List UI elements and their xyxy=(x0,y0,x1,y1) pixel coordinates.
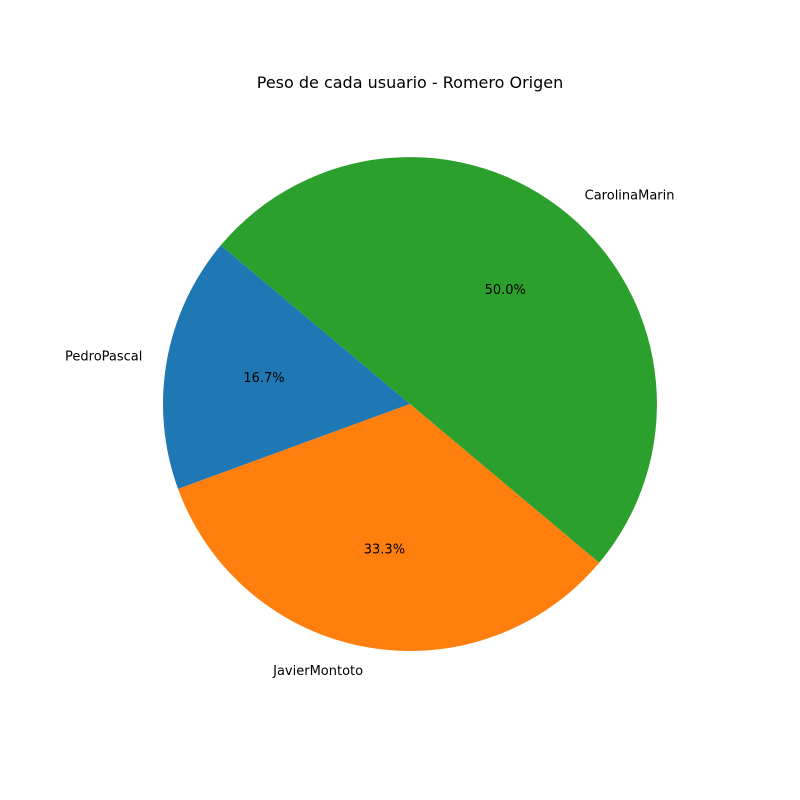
pie-slice-javiermontoto xyxy=(178,404,600,651)
chart-title: Peso de cada usuario - Romero Origen xyxy=(257,73,564,92)
percent-label-pedropascal: 16.7% xyxy=(243,371,284,386)
percent-label-javiermontoto: 33.3% xyxy=(364,542,405,557)
slice-label-pedropascal: PedroPascal xyxy=(65,350,142,365)
pie-slices xyxy=(163,157,657,651)
slice-label-carolinamarin: CarolinaMarin xyxy=(585,188,675,203)
pie-slice-pedropascal xyxy=(163,245,410,489)
pie-labels: PedroPascal 16.7% JavierMontoto 33.3% Caroli… xyxy=(65,188,675,679)
percent-label-carolinamarin: 50.0% xyxy=(485,283,526,298)
slice-label-javiermontoto: JavierMontoto xyxy=(272,664,363,679)
pie-slice-carolinamarin xyxy=(220,157,657,563)
